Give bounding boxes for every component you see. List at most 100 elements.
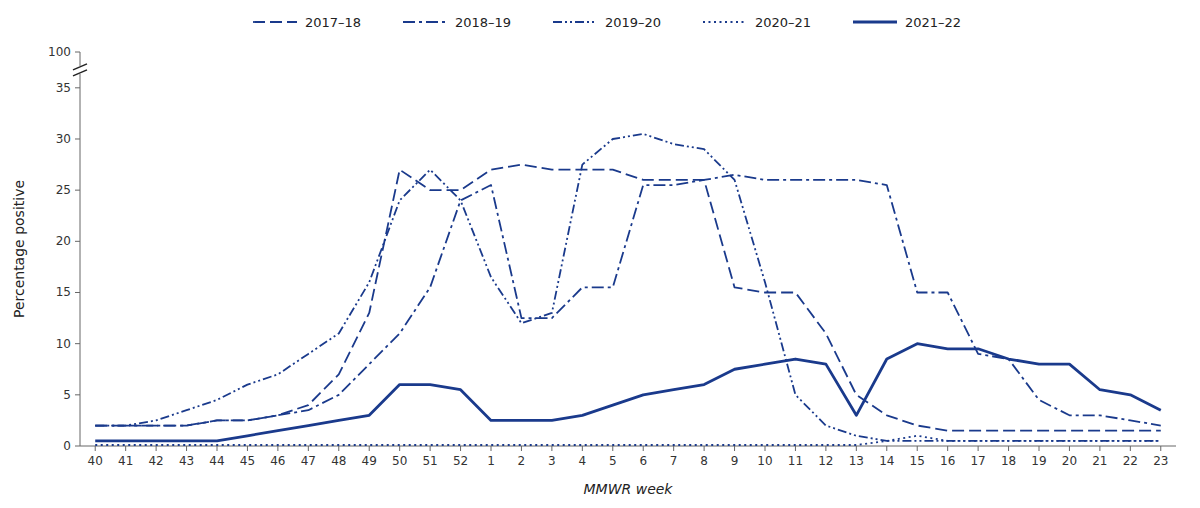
x-tick-label: 9 (731, 454, 739, 468)
x-tick-label: 49 (362, 454, 377, 468)
x-tick (673, 446, 674, 451)
legend-label: 2018–19 (455, 15, 511, 30)
series-line (95, 134, 1161, 441)
legend-swatch (403, 21, 447, 23)
y-tick-label: 5 (63, 388, 71, 402)
x-tick-label: 21 (1092, 454, 1107, 468)
x-tick (978, 446, 979, 451)
axis-break (73, 64, 87, 70)
legend-label: 2019–20 (605, 15, 661, 30)
x-tick (704, 446, 705, 451)
x-tick (551, 446, 552, 451)
x-tick (1130, 446, 1131, 451)
y-tick (75, 343, 80, 344)
series-line (95, 436, 1161, 445)
y-tick-label: 30 (56, 132, 71, 146)
series-line (95, 165, 1161, 431)
legend: 2017–182018–192019–202020–212021–22 (253, 15, 961, 30)
y-tick-label: 20 (56, 234, 71, 248)
x-tick-label: 18 (1001, 454, 1016, 468)
legend-label: 2021–22 (905, 15, 961, 30)
x-tick (1069, 446, 1070, 451)
x-tick-label: 17 (970, 454, 985, 468)
x-tick (156, 446, 157, 451)
x-tick (947, 446, 948, 451)
x-tick (765, 446, 766, 451)
x-tick-label: 23 (1153, 454, 1168, 468)
x-tick-label: 10 (757, 454, 772, 468)
legend-label: 2020–21 (755, 15, 811, 30)
x-tick-label: 2 (518, 454, 526, 468)
x-tick (734, 446, 735, 451)
x-tick (1160, 446, 1161, 451)
x-tick-label: 8 (700, 454, 708, 468)
x-tick-label: 52 (453, 454, 468, 468)
x-tick (308, 446, 309, 451)
x-tick (491, 446, 492, 451)
x-tick-label: 40 (88, 454, 103, 468)
y-tick-label: 15 (56, 285, 71, 299)
x-tick (643, 446, 644, 451)
x-tick-label: 22 (1123, 454, 1138, 468)
x-tick (1008, 446, 1009, 451)
x-tick-label: 5 (609, 454, 617, 468)
x-tick (125, 446, 126, 451)
x-tick-label: 45 (240, 454, 255, 468)
x-axis-label: MMWR week (584, 481, 674, 497)
y-tick-label: 100 (48, 45, 71, 59)
y-tick-label: 25 (56, 183, 71, 197)
x-tick-label: 16 (940, 454, 955, 468)
axis-break (73, 70, 87, 76)
legend-swatch (853, 21, 897, 24)
x-tick (399, 446, 400, 451)
chart: 0510152025303510040414243444546474849505… (0, 0, 1200, 508)
y-tick (75, 394, 80, 395)
y-tick (75, 87, 80, 88)
x-tick-label: 50 (392, 454, 407, 468)
y-tick (75, 190, 80, 191)
x-tick-label: 47 (301, 454, 316, 468)
x-tick-label: 3 (548, 454, 556, 468)
x-tick (1099, 446, 1100, 451)
x-tick (247, 446, 248, 451)
x-tick-label: 44 (209, 454, 224, 468)
x-tick-label: 6 (639, 454, 647, 468)
x-tick-label: 19 (1031, 454, 1046, 468)
x-tick-label: 20 (1062, 454, 1077, 468)
y-axis-line (80, 52, 81, 446)
x-tick (886, 446, 887, 451)
x-tick-label: 51 (422, 454, 437, 468)
x-tick (521, 446, 522, 451)
x-tick (186, 446, 187, 451)
y-tick-label: 0 (63, 439, 71, 453)
x-tick (825, 446, 826, 451)
x-tick-label: 42 (148, 454, 163, 468)
series-line (95, 344, 1161, 441)
x-tick (217, 446, 218, 451)
x-tick (917, 446, 918, 451)
x-tick-label: 7 (670, 454, 678, 468)
x-tick-label: 4 (579, 454, 587, 468)
series-line (95, 175, 1161, 426)
x-tick-label: 48 (331, 454, 346, 468)
plot-lines (95, 134, 1161, 445)
x-tick-label: 12 (818, 454, 833, 468)
legend-swatch (253, 21, 297, 23)
y-tick (75, 446, 80, 447)
y-axis-label: Percentage positive (11, 180, 27, 318)
x-tick (277, 446, 278, 451)
x-tick-label: 43 (179, 454, 194, 468)
y-tick (75, 241, 80, 242)
x-tick-label: 13 (849, 454, 864, 468)
y-tick-label: 10 (56, 337, 71, 351)
y-tick-label: 35 (56, 81, 71, 95)
legend-swatch (703, 21, 747, 23)
x-tick (1039, 446, 1040, 451)
x-tick (612, 446, 613, 451)
x-tick-label: 15 (910, 454, 925, 468)
legend-swatch (553, 21, 597, 23)
x-tick-label: 11 (788, 454, 803, 468)
x-tick (856, 446, 857, 451)
x-tick-label: 14 (879, 454, 894, 468)
x-tick (582, 446, 583, 451)
